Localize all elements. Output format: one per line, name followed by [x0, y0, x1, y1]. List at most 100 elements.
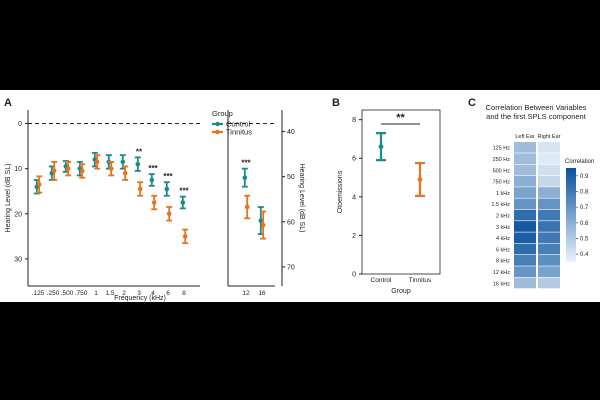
significance-label: **	[136, 147, 143, 156]
y-right-tick-label: 40	[287, 129, 295, 136]
panel-a-xlabel: Frequency (kHz)	[114, 295, 166, 302]
x-tick-label: .750	[75, 290, 88, 297]
heatmap-cell	[514, 175, 536, 187]
errorbar-tinnitus	[94, 154, 101, 170]
heatmap-column-label: Right Ear	[538, 134, 561, 140]
heatmap-row-label: 750 Hz	[493, 180, 511, 186]
heatmap-row-label: 8 kHz	[496, 259, 510, 265]
errorbar-tinnitus	[166, 206, 173, 222]
panel-b-xlabel: Group	[391, 288, 411, 295]
heatmap-cell	[514, 198, 536, 210]
x-tick-label: Control	[371, 277, 393, 284]
errorbar-tinnitus	[79, 163, 86, 179]
heatmap-cell	[514, 243, 536, 255]
significance-label: **	[396, 112, 405, 124]
x-tick-label: 16	[258, 290, 266, 297]
colorbar-tick-label: 0.9	[580, 174, 589, 180]
y-right-tick-label: 70	[287, 264, 295, 271]
panel-c-title-line1: Correlation Between Variables	[486, 103, 587, 112]
x-tick-label: 1.5	[105, 290, 114, 297]
legend-control-marker	[215, 121, 220, 127]
heatmap-cell	[514, 164, 536, 176]
y-tick-label: 2	[352, 233, 356, 240]
legend-tinnitus-marker	[215, 129, 220, 135]
panel-a: A 0 10 20 30 40 50 60 70 .125.250.500.750 1 1.5 2 3 4…	[4, 97, 305, 302]
errorbar-tinnitus	[137, 181, 144, 197]
significance-label: ***	[179, 187, 189, 196]
panel-a-legend: Group Control Tinnitus	[212, 109, 252, 137]
errorbar-control	[163, 181, 170, 197]
colorbar-tick-label: 0.4	[580, 252, 589, 258]
heatmap-cell	[538, 243, 560, 255]
heatmap-cell	[538, 255, 560, 266]
heatmap-cell	[514, 255, 536, 266]
heatmap-column-label: Left Ear	[515, 134, 534, 140]
heatmap-cell	[538, 187, 560, 198]
y-right-tick-label: 50	[287, 174, 295, 181]
errorbar-control	[134, 156, 141, 172]
colorbar-title: Correlation	[565, 159, 594, 165]
x-tick-label: .250	[47, 290, 60, 297]
heatmap-cell	[514, 153, 536, 164]
panel-c: C Correlation Between Variables and the …	[468, 97, 594, 289]
colorbar-tick-label: 0.5	[580, 237, 589, 243]
y-tick-label: 4	[352, 194, 356, 201]
heatmap-cell	[538, 164, 560, 176]
y-tick-label: 8	[352, 117, 356, 124]
heatmap-cell	[514, 187, 536, 198]
x-tick-label: 4	[151, 290, 155, 297]
y-tick-label: 20	[14, 211, 22, 218]
x-tick-label: 6	[166, 290, 170, 297]
errorbar-tinnitus	[182, 228, 189, 245]
heatmap-row-label: 12 kHz	[493, 270, 510, 276]
x-tick-label: 3	[137, 290, 141, 297]
colorbar-tick-label: 0.7	[580, 205, 589, 211]
y-right-tick-label: 60	[287, 219, 295, 226]
legend-title: Group	[212, 109, 233, 118]
heatmap-row-label: 1.5 kHz	[491, 202, 510, 208]
x-tick-label: .500	[61, 290, 74, 297]
errorbar-tinnitus	[108, 160, 115, 177]
heatmap-cell	[514, 209, 536, 221]
heatmap-cell	[538, 277, 560, 289]
heatmap-cell	[514, 142, 536, 153]
heatmap-cell	[514, 232, 536, 244]
heatmap-cell	[538, 198, 560, 210]
heatmap-row-label: 125 Hz	[493, 146, 511, 152]
heatmap-row-label: 1 kHz	[496, 191, 510, 197]
heatmap-row-label: 4 kHz	[496, 236, 510, 242]
y-tick-label: 0	[18, 121, 22, 128]
colorbar-tick-label: 0.6	[580, 221, 589, 227]
panel-b-letter: B	[332, 97, 340, 109]
errorbar-tinnitus	[122, 165, 129, 181]
panel-a-ylabel-right: Hearing Level (dB SL)	[298, 164, 305, 233]
significance-label: ***	[148, 164, 158, 173]
panel-b: B 0 2 4 6 8 Control Tinnitus ** Otoemissions G…	[332, 97, 441, 295]
heatmap-row-label: 6 kHz	[496, 247, 510, 253]
errorbar-control	[148, 173, 155, 187]
errorbar-control	[179, 195, 186, 210]
y-tick-label: 6	[352, 156, 356, 163]
errorbar-tinnitus	[244, 194, 251, 220]
heatmap-row-label: 3 kHz	[496, 225, 510, 231]
heatmap-cell	[514, 277, 536, 289]
x-tick-label: 8	[182, 290, 186, 297]
legend-tinnitus-label: Tinnitus	[226, 128, 252, 137]
panel-a-letter: A	[4, 97, 12, 109]
x-tick-label: .125	[32, 290, 45, 297]
errorbar-tinnitus	[51, 160, 58, 181]
panel-c-title-line2: and the first SPLS component	[486, 112, 587, 121]
legend-control-label: Control	[226, 120, 251, 129]
heatmap-row-label: 16 kHz	[493, 281, 510, 287]
heatmap-cell	[538, 142, 560, 153]
errorbar-tinnitus	[415, 161, 425, 197]
errorbar-tinnitus	[260, 210, 267, 240]
x-tick-label: 2	[122, 290, 126, 297]
panel-c-letter: C	[468, 97, 476, 109]
y-tick-label: 0	[352, 272, 356, 279]
heatmap-cell	[538, 175, 560, 187]
significance-label: ***	[241, 159, 251, 168]
colorbar	[566, 168, 576, 262]
errorbar-tinnitus	[65, 160, 72, 177]
